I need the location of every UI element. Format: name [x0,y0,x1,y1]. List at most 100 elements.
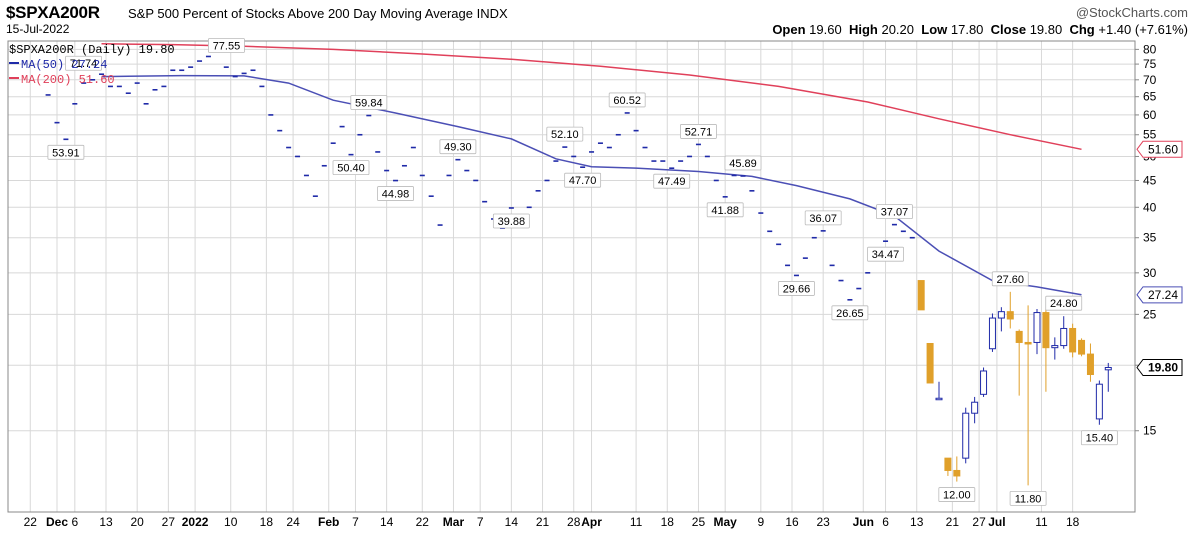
x-tick-label: 23 [817,515,831,529]
annotation-text: 60.52 [613,95,641,107]
annotation-text: 37.07 [881,207,909,219]
candle [1051,337,1059,360]
x-tick-label: Dec [46,515,68,529]
x-tick-label: 24 [286,515,300,529]
candle [944,457,952,476]
x-tick-label: 22 [24,515,38,529]
candle-body [1060,327,1068,347]
value-tag-text: 19.80 [1148,360,1178,374]
grid-layer [8,41,1135,512]
x-tick-label: Jul [988,515,1005,529]
annotation-text: 50.40 [337,163,365,175]
x-tick-label: 18 [661,515,675,529]
candle [953,456,961,482]
price-annotation: 36.07 [804,210,842,226]
annotation-box [706,202,744,218]
brand-watermark[interactable]: @StockCharts.com [1075,5,1188,20]
x-tick-label: 10 [224,515,238,529]
x-tick-label: 13 [910,515,924,529]
candle-body [962,412,970,459]
change-value: +1.40 (+7.61%) [1098,22,1188,37]
right-value-tag: 27.24 [1136,286,1183,304]
value-tag-box [1136,358,1183,376]
candle-body [1024,341,1032,345]
x-tick-label: 28 [567,515,581,529]
annotation-text: 27.60 [997,274,1025,286]
candle-body [1078,339,1086,355]
x-tick-label: 14 [505,515,519,529]
candle-body [980,370,988,395]
candle-body [1051,345,1059,349]
ma50-layer [101,74,1082,296]
x-tick-label: 7 [352,515,359,529]
annotation-box [492,213,530,229]
x-tick-label: 27 [972,515,986,529]
price-annotation: 52.10 [546,126,584,142]
candle [1095,380,1103,425]
candle [1015,329,1023,396]
x-tick-label: Mar [443,515,465,529]
price-annotation: 47.49 [653,173,691,189]
annotation-box [208,38,245,53]
candle [1033,308,1041,355]
right-value-tag: 51.60 [1136,140,1183,158]
annotation-box [1009,491,1047,506]
x-tick-label: 25 [692,515,706,529]
y-tick-label: 60 [1143,108,1157,122]
y-tick-label: 30 [1143,266,1157,280]
annotation-box [564,172,602,188]
x-tick-label: 16 [785,515,799,529]
annotation-text: 36.07 [809,213,837,225]
annotation-box [938,487,976,502]
candle-body [988,317,996,350]
y-tick-label: 65 [1143,90,1157,104]
open-value: 19.60 [809,22,842,37]
annotation-text: 52.71 [685,126,713,138]
legend-ma50: MA(50) 27.24 [21,58,107,72]
x-tick-label: Feb [318,515,339,529]
candle-body [997,311,1005,319]
annotation-box [831,305,869,321]
x-tick-label: 11 [630,515,643,529]
x-tick-label: Jun [853,515,874,529]
price-annotation: 12.00 [938,487,976,502]
y-tick-label: 80 [1143,42,1157,56]
value-tag-text: 51.60 [1148,142,1178,156]
value-tag-box [1136,140,1183,158]
description-text: S&P 500 Percent of Stocks Above 200 Day … [128,6,473,21]
x-tick-label: 11 [1035,515,1048,529]
low-value: 17.80 [950,22,984,37]
annotation-text: 26.65 [836,308,864,320]
price-annotation: 60.52 [608,92,646,108]
symbol-description: S&P 500 Percent of Stocks Above 200 Day … [128,6,508,21]
chart-date: 15-Jul-2022 [6,22,70,36]
x-tick-label: 9 [757,515,764,529]
open-label: Open [772,22,806,37]
price-annotation: 44.98 [377,186,414,201]
chart-legend: $SPXA200R (Daily) 19.80 MA(50) 27.24 MA(… [9,43,175,87]
price-annotation: 53.91 [47,144,85,160]
candle-body [944,457,952,471]
candle [1060,316,1068,349]
annotation-text: 77.55 [213,40,241,52]
annotation-text: 24.80 [1050,298,1078,310]
x-tick-label: 2022 [182,515,209,529]
candle [962,407,970,464]
candle-body [935,397,943,401]
candle [926,342,934,384]
price-annotation: 41.88 [706,202,744,218]
ohlc-readout: Open 19.60 High 20.20 Low 17.80 Close 19… [772,22,1188,37]
annotation-text: 29.66 [783,283,811,295]
candle [935,381,943,401]
annotation-text: 59.84 [355,98,383,110]
candle-body [1069,327,1077,353]
annotation-box [332,160,370,176]
price-annotation: 37.07 [876,204,913,220]
value-tag-text: 27.24 [1148,288,1178,302]
close-value: 19.80 [1029,22,1063,37]
annotation-text: 71.74 [70,58,98,70]
candle-body [1006,311,1014,320]
value-tag-box [1136,286,1183,304]
price-annotation: 24.80 [1045,295,1083,311]
